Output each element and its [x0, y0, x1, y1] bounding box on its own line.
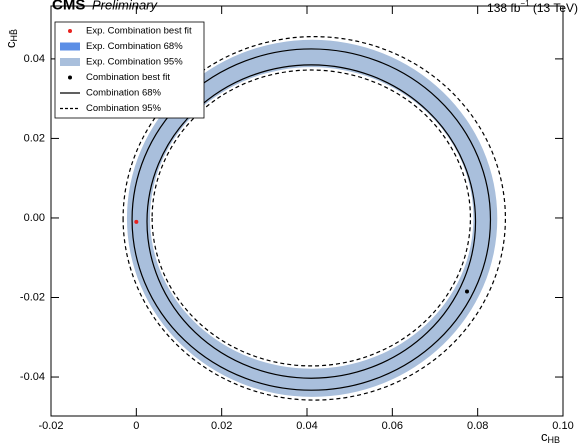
legend-swatch	[60, 42, 80, 51]
lumi-label: 138 fb−1 (13 TeV)	[487, 0, 578, 15]
y-tick-label: -0.02	[20, 291, 45, 303]
x-tick-label: -0.02	[38, 420, 63, 432]
x-label: c	[541, 429, 548, 444]
y-label: c	[3, 41, 18, 48]
legend-label: Combination 95%	[86, 103, 162, 114]
y-axis-label: cHB̃	[3, 29, 19, 48]
x-axis-label: cHB	[541, 429, 560, 445]
legend-swatch	[60, 58, 80, 66]
lumi: 138 fb	[487, 1, 521, 15]
x-label-sub: HB	[548, 435, 561, 445]
x-tick-label: 0.02	[211, 420, 232, 432]
best-fit-point	[134, 219, 139, 224]
x-tick-label: 0.10	[552, 420, 573, 432]
x-tick-label: 0.06	[382, 420, 403, 432]
experiment-label: CMS	[52, 0, 85, 13]
y-tick-label: -0.04	[20, 371, 45, 383]
y-label-sub: HB̃	[9, 29, 19, 42]
y-tick-label: 0.04	[24, 53, 45, 65]
legend: Exp. Combination best fit Exp. Combinatio…	[54, 21, 205, 119]
x-tick-label: 0.08	[467, 420, 488, 432]
y-tick-label: 0.02	[24, 132, 45, 144]
legend-box	[54, 21, 205, 119]
y-tick-label: 0.00	[24, 212, 45, 224]
contour-line	[146, 63, 477, 380]
legend-label: Combination best fit	[86, 72, 170, 83]
contour-line	[151, 69, 472, 367]
lumi-exponent: −1	[520, 0, 530, 8]
legend-label: Exp. Combination best fit	[86, 26, 192, 37]
energy: (13 TeV)	[533, 1, 578, 15]
legend-label: Exp. Combination 68%	[86, 41, 183, 52]
contour-line	[122, 35, 507, 402]
best-fit-point	[465, 289, 469, 294]
legend-label: Combination 68%	[86, 88, 162, 99]
legend-marker	[68, 29, 72, 33]
x-tick-label: 0	[133, 420, 139, 432]
legend-marker	[68, 75, 72, 80]
contour-line	[131, 48, 492, 391]
x-tick-label: 0.04	[296, 420, 317, 432]
legend-label: Exp. Combination 95%	[86, 57, 183, 68]
